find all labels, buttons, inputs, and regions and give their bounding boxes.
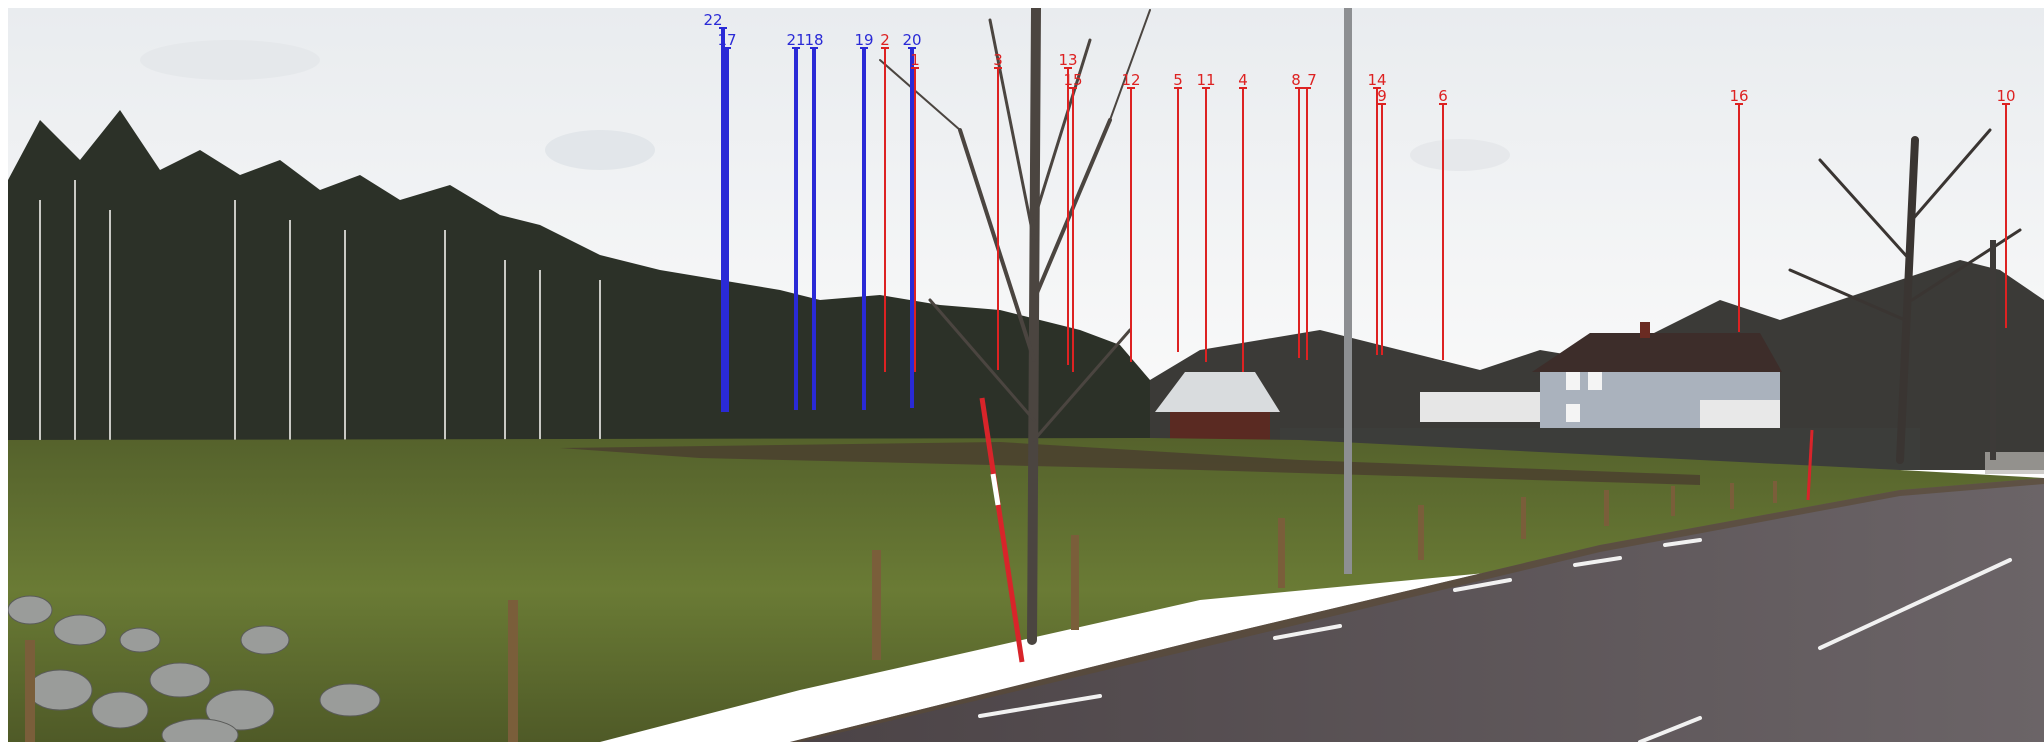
turbine-marker: 3 [993,51,1003,370]
turbine-marker: 14 [1367,71,1387,355]
image-frame [0,0,8,742]
turbine-marker-label: 17 [717,31,736,49]
turbine-marker-label: 9 [1377,87,1387,105]
survey-pole-small [1806,429,1814,501]
turbine-marker-label: 15 [1063,71,1082,89]
turbine-marker-label: 13 [1058,51,1077,69]
turbine-marker-label: 14 [1367,71,1386,89]
turbine-marker: 6 [1438,87,1448,360]
turbine-marker-label: 20 [902,31,921,49]
cloud [140,40,320,80]
turbine-marker-label: 6 [1438,87,1448,105]
turbine-marker-label: 11 [1196,71,1215,89]
turbine-marker-label: 8 [1291,71,1301,89]
turbine-marker-label: 19 [854,31,873,49]
turbine-marker: 1 [910,51,920,372]
turbine-marker: 15 [1063,71,1083,372]
turbine-marker: 2 [880,31,890,372]
turbine-marker: 8 [1291,71,1303,358]
turbine-marker: 9 [1377,87,1387,355]
fence-posts [25,481,1777,742]
turbine-marker: 21 [786,31,806,410]
turbine-marker: 16 [1729,87,1749,332]
plowed-strip [560,442,1700,485]
shed [1155,372,1280,440]
turbine-marker: 7 [1303,71,1317,360]
turbine-marker-label: 12 [1121,71,1140,89]
turbine-marker: 22 [703,11,727,412]
turbine-marker-label: 4 [1238,71,1248,89]
forest-trunks [39,180,601,440]
turbine-marker-label: 10 [1996,87,2015,105]
turbine-marker: 19 [854,31,874,410]
image-frame [0,0,2044,8]
turbine-marker-label: 22 [703,11,722,29]
cloud [1410,139,1510,171]
lamp-post [1344,8,1352,574]
turbine-marker-label: 3 [993,51,1003,69]
turbine-marker: 20 [902,31,922,408]
stone-pile [7,595,381,742]
turbine-marker-label: 2 [880,31,890,49]
survey-pole-white-band [990,473,1001,506]
turbine-marker-label: 21 [786,31,805,49]
turbine-marker-label: 16 [1729,87,1748,105]
turbine-marker-label: 5 [1173,71,1183,89]
turbine-marker: 12 [1121,71,1141,362]
turbine-marker: 5 [1173,71,1183,352]
turbine-marker: 10 [1996,87,2016,328]
turbine-marker-label: 7 [1307,71,1317,89]
cloud [545,130,655,170]
turbine-marker: 17 [717,31,737,412]
rail-fence-right [1985,452,2044,474]
utility-pole [1990,240,1996,460]
road-markings [978,538,2012,742]
road [790,478,2044,742]
survey-pole [979,397,1025,663]
turbine-marker: 18 [804,31,824,410]
road-shoulder [620,478,2044,742]
turbine-marker-label: 1 [910,51,920,69]
bare-tree-right [1788,128,2022,464]
turbine-marker: 4 [1238,71,1248,372]
turbine-marker: 13 [1058,51,1078,365]
barn-white [1420,392,1540,422]
turbine-marker-label: 18 [804,31,823,49]
turbine-marker: 11 [1196,71,1216,362]
